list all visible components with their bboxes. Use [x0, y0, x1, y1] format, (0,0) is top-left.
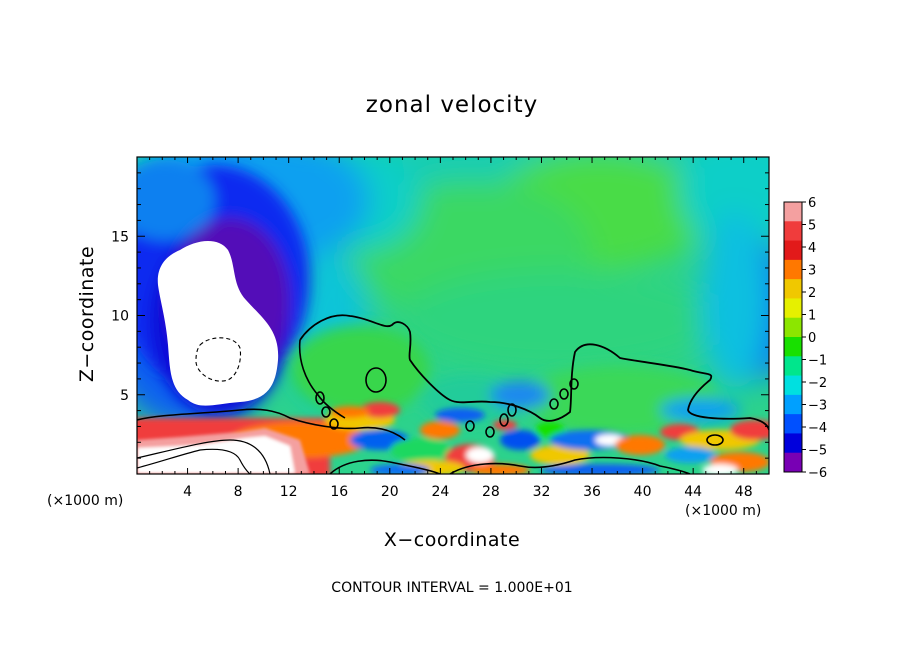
- colorbar-label: 0: [808, 331, 816, 346]
- colorbar-label: −5: [808, 444, 827, 459]
- x-tick-label: 40: [634, 484, 652, 500]
- colorbar-swatch: [784, 279, 802, 299]
- colorbar-swatch: [784, 452, 802, 473]
- x-tick-label: 8: [234, 484, 243, 500]
- x-tick-label: 4: [183, 484, 192, 500]
- x-tick-label: 32: [533, 484, 551, 500]
- colorbar: 6 5 4 3 2 1 0 −1 −2 −3 −4 −5 −6: [783, 196, 827, 481]
- colorbar-swatch: [784, 375, 802, 396]
- colorbar-label: −4: [808, 421, 827, 436]
- x-axis-title: X−coordinate: [384, 529, 520, 551]
- x-tick-label: 44: [684, 484, 702, 500]
- colorbar-label: 3: [808, 264, 816, 279]
- x-tick-label: 20: [381, 484, 399, 500]
- chart-title: zonal velocity: [366, 92, 538, 118]
- colorbar-label: 5: [808, 219, 816, 234]
- colorbar-swatch: [784, 240, 802, 261]
- colorbar-label: 6: [808, 196, 816, 211]
- contour-lines: [137, 314, 769, 474]
- colorbar-swatch: [784, 259, 802, 280]
- colorbar-label: −6: [808, 466, 827, 481]
- x-tick-label: 36: [583, 484, 601, 500]
- x-unit-left: (×1000 m): [47, 493, 123, 509]
- colorbar-swatch: [784, 433, 802, 454]
- colorbar-swatch: [784, 317, 802, 338]
- colorbar-swatch: [784, 414, 802, 434]
- y-tick-label: 15: [111, 229, 129, 245]
- colorbar-swatch: [784, 337, 802, 357]
- x-unit-right: (×1000 m): [685, 503, 761, 519]
- x-tick-label: 16: [330, 484, 348, 500]
- y-tick-label: 5: [120, 388, 129, 404]
- contour-interval-footer: CONTOUR INTERVAL = 1.000E+01: [331, 580, 572, 596]
- colorbar-label: 4: [808, 241, 816, 256]
- velocity-field: [137, 157, 769, 474]
- colorbar-swatch: [784, 202, 802, 222]
- y-axis-ticks: 5 10 15: [111, 172, 769, 459]
- colorbar-swatch: [784, 356, 802, 377]
- colorbar-swatch: [784, 298, 802, 319]
- colorbar-swatch: [784, 221, 802, 242]
- colorbar-label: 2: [808, 286, 816, 301]
- colorbar-label: −1: [808, 354, 827, 369]
- white-blob: [157, 240, 279, 406]
- x-tick-label: 48: [735, 484, 753, 500]
- x-axis-ticks: 4 8 12 16 20 24 28 32 36 40 44 48: [149, 157, 757, 500]
- y-tick-label: 10: [111, 309, 129, 325]
- x-tick-label: 24: [431, 484, 449, 500]
- colorbar-label: 1: [808, 309, 816, 324]
- x-tick-label: 12: [280, 484, 298, 500]
- y-axis-title: Z−coordinate: [76, 246, 98, 382]
- colorbar-swatch: [784, 394, 802, 415]
- colorbar-label: −2: [808, 376, 827, 391]
- colorbar-label: −3: [808, 399, 827, 414]
- x-tick-label: 28: [482, 484, 500, 500]
